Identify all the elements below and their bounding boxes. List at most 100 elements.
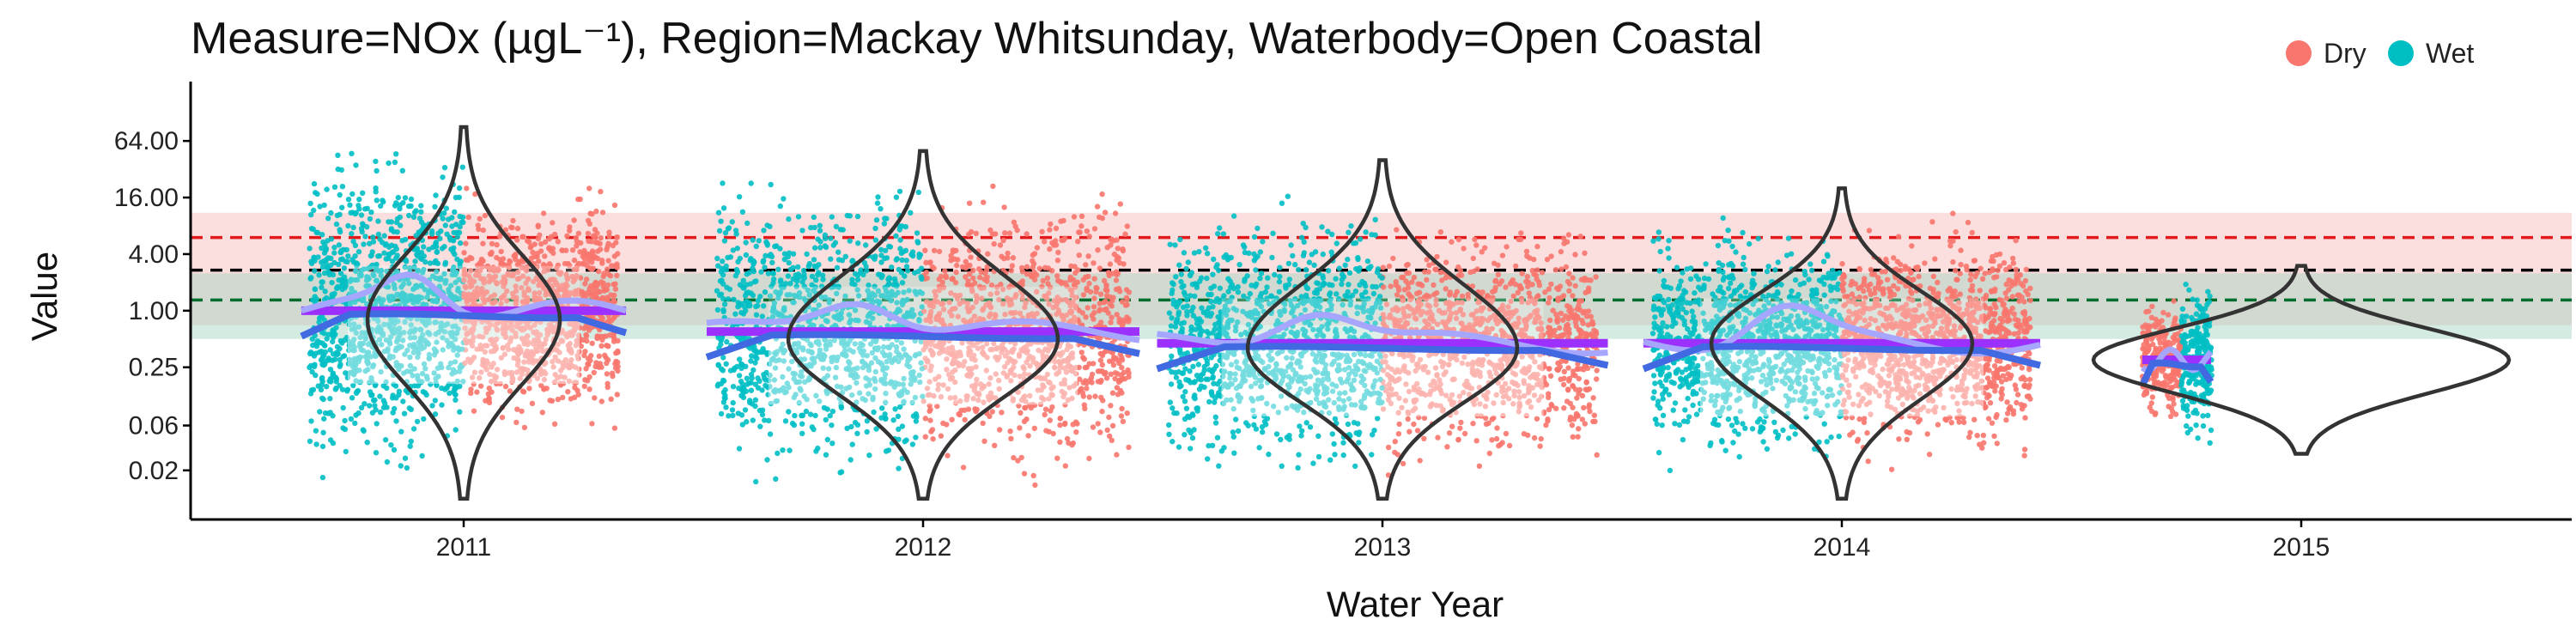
wet-point: [407, 443, 413, 449]
dry-point: [486, 399, 493, 405]
dry-point: [1018, 410, 1024, 416]
wet-point: [794, 278, 800, 284]
dry-point: [497, 380, 503, 387]
wet-point: [353, 357, 359, 363]
dry-point: [519, 234, 526, 240]
wet-point: [340, 404, 346, 411]
dry-point: [1400, 460, 1406, 467]
wet-point: [909, 249, 916, 255]
wet-point: [764, 457, 770, 463]
wet-point: [319, 474, 326, 481]
dry-point: [927, 417, 933, 423]
wet-point: [454, 352, 460, 358]
dry-point: [1097, 429, 1103, 435]
dry-point: [559, 247, 565, 253]
wet-point: [346, 321, 352, 328]
dry-point: [1099, 361, 1106, 368]
dry-point: [993, 231, 999, 237]
wet-point: [432, 349, 439, 355]
dry-point: [484, 264, 490, 270]
wet-point: [872, 237, 879, 243]
wet-point: [855, 240, 861, 246]
dry-point: [541, 268, 547, 275]
dry-point: [607, 273, 614, 279]
dry-point: [610, 373, 616, 380]
wet-point: [459, 346, 465, 352]
wet-point: [744, 375, 750, 381]
wet-point: [807, 411, 814, 417]
dry-point: [999, 410, 1005, 416]
wet-point: [416, 250, 422, 256]
dry-point: [604, 295, 611, 301]
wet-point: [392, 383, 399, 389]
dry-point: [511, 253, 517, 259]
dry-point: [1560, 293, 1567, 299]
wet-point: [875, 194, 881, 200]
wet-point: [393, 418, 399, 424]
dry-point: [535, 223, 541, 230]
dry-point: [1126, 370, 1132, 376]
dry-point: [461, 271, 467, 278]
wet-point: [358, 271, 364, 277]
dry-point: [1107, 301, 1113, 307]
dry-point: [1076, 229, 1082, 235]
wet-point: [332, 386, 338, 392]
wet-point: [317, 409, 323, 415]
wet-point: [441, 210, 447, 216]
dry-point: [1078, 386, 1084, 392]
wet-point: [811, 257, 817, 263]
dry-point: [604, 371, 611, 377]
dry-point: [1104, 427, 1110, 434]
dry-point: [931, 265, 937, 271]
wet-point: [374, 421, 380, 427]
dry-point: [552, 354, 558, 361]
dry-point: [553, 279, 559, 286]
dry-point: [499, 414, 506, 421]
dry-point: [1084, 305, 1091, 311]
wet-point: [896, 266, 902, 273]
dry-point: [522, 351, 529, 357]
dry-point: [1084, 386, 1090, 392]
dry-point: [489, 240, 495, 246]
wet-point: [371, 272, 377, 278]
wet-point: [917, 252, 924, 258]
wet-point: [398, 284, 404, 290]
dry-point: [574, 289, 580, 295]
wet-point: [407, 362, 414, 369]
wet-point: [1346, 282, 1352, 288]
wet-point: [343, 278, 349, 284]
dry-point: [1060, 217, 1066, 224]
wet-point: [337, 382, 343, 389]
wet-point: [904, 268, 911, 274]
wet-point: [339, 340, 345, 346]
dry-point: [604, 360, 610, 367]
wet-point: [892, 406, 898, 412]
wet-point: [349, 230, 355, 237]
dry-point: [960, 465, 967, 471]
wet-point: [327, 437, 334, 443]
dry-point: [463, 292, 469, 298]
wet-point: [320, 396, 326, 403]
wet-point: [408, 406, 414, 412]
wet-point: [755, 302, 761, 309]
dry-point: [575, 355, 581, 361]
dry-point: [966, 231, 972, 238]
dry-point: [492, 273, 499, 280]
wet-point: [346, 343, 352, 349]
wet-point: [388, 442, 394, 448]
wet-point: [725, 226, 732, 232]
dry-point: [506, 264, 513, 270]
wet-point: [437, 235, 443, 241]
dry-point: [966, 200, 973, 206]
wet-point: [398, 343, 404, 349]
wet-point: [311, 207, 317, 214]
wet-point: [404, 347, 410, 354]
wet-point: [453, 279, 459, 286]
wet-point: [715, 381, 721, 387]
wet-point: [351, 321, 357, 327]
wet-point: [743, 252, 750, 258]
dry-point: [471, 408, 477, 414]
dry-point: [487, 251, 494, 257]
wet-point: [747, 281, 754, 287]
dry-point: [563, 247, 569, 253]
